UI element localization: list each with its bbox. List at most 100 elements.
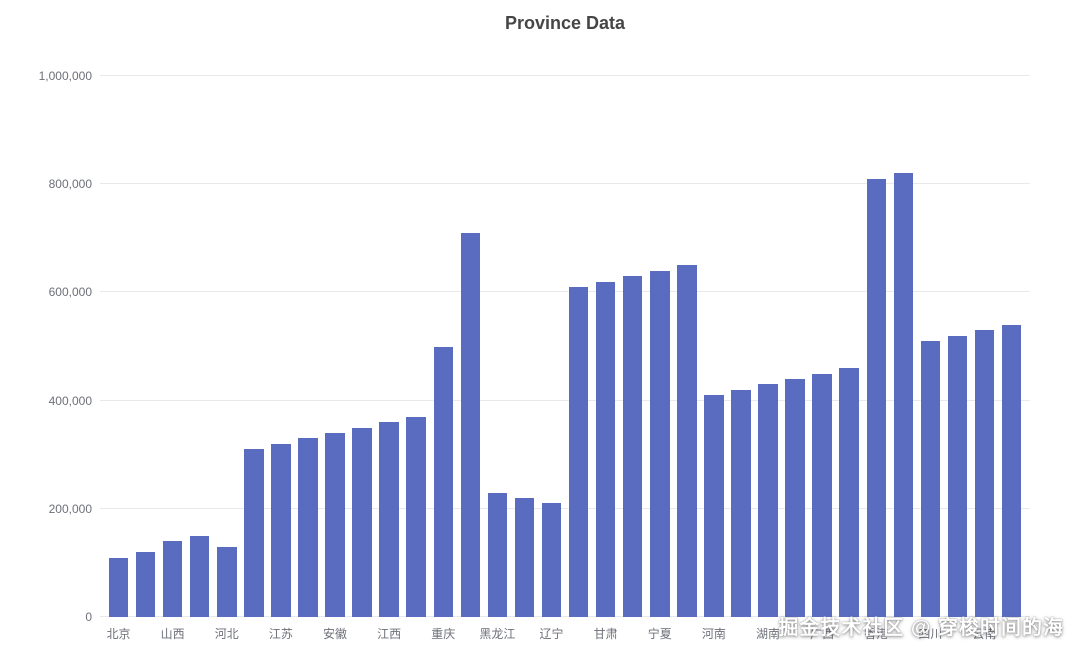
gridline bbox=[100, 183, 1030, 185]
bar[interactable] bbox=[541, 503, 562, 617]
bar[interactable] bbox=[433, 346, 454, 617]
bar[interactable] bbox=[974, 330, 995, 617]
bar-slot bbox=[673, 76, 700, 617]
bar-slot bbox=[836, 76, 863, 617]
bar[interactable] bbox=[352, 427, 372, 617]
bar-slot bbox=[727, 76, 754, 617]
y-tick-label: 1,000,000 bbox=[38, 69, 92, 83]
gridline bbox=[100, 507, 1030, 509]
bar[interactable] bbox=[135, 552, 156, 617]
bar[interactable] bbox=[893, 173, 914, 617]
bar[interactable] bbox=[731, 389, 751, 617]
x-tick-label: 北京 bbox=[106, 627, 131, 641]
bar[interactable] bbox=[839, 368, 859, 617]
bar[interactable] bbox=[622, 276, 643, 617]
bar-slot bbox=[565, 76, 592, 617]
bar[interactable] bbox=[568, 287, 589, 617]
bar-slot bbox=[349, 76, 376, 617]
bar[interactable] bbox=[244, 449, 264, 617]
bar-slot bbox=[511, 76, 538, 617]
bar-slot bbox=[890, 76, 917, 617]
bar[interactable] bbox=[162, 541, 183, 617]
bar-slot: 河南 bbox=[700, 76, 727, 641]
plot-area: 北京 山西 河北 江苏 安徽 江西 重庆 黑龙江 辽宁 甘肃 宁夏 河南 湖南 广西 香港 四川 云南 bbox=[100, 75, 1030, 641]
bar[interactable] bbox=[325, 433, 345, 617]
bar[interactable] bbox=[650, 270, 670, 617]
x-tick-label: 黑龙江 bbox=[479, 627, 516, 641]
x-tick-label: 香港 bbox=[864, 627, 889, 641]
x-tick-label: 辽宁 bbox=[539, 627, 564, 641]
bar-slot: 湖南 bbox=[755, 76, 782, 641]
bar-slot: 香港 bbox=[863, 76, 890, 641]
bar[interactable] bbox=[406, 416, 426, 617]
x-tick-label: 四川 bbox=[918, 627, 943, 641]
x-tick-label: 山西 bbox=[160, 627, 185, 641]
bar-slot bbox=[403, 76, 430, 617]
bar[interactable] bbox=[595, 281, 616, 617]
bar[interactable] bbox=[758, 384, 778, 617]
bar-slot: 宁夏 bbox=[646, 76, 673, 641]
x-tick-label: 宁夏 bbox=[647, 627, 672, 641]
x-tick-label: 重庆 bbox=[431, 627, 456, 641]
x-tick-label: 湖南 bbox=[756, 627, 781, 641]
bar-slot bbox=[186, 76, 213, 617]
bar[interactable] bbox=[866, 178, 887, 617]
bar[interactable] bbox=[108, 557, 129, 617]
bar-slot bbox=[457, 76, 484, 617]
x-tick-label: 河北 bbox=[214, 627, 239, 641]
gridline bbox=[100, 399, 1030, 401]
bar-slot: 黑龙江 bbox=[479, 76, 515, 641]
y-tick-label: 800,000 bbox=[48, 177, 92, 192]
x-tick-label: 江西 bbox=[377, 627, 402, 641]
x-tick-label: 广西 bbox=[810, 627, 835, 641]
bar-slot bbox=[782, 76, 809, 617]
bar[interactable] bbox=[1001, 324, 1022, 617]
bar-slot: 云南 bbox=[971, 76, 998, 641]
bar[interactable] bbox=[379, 422, 399, 617]
bar-slot: 广西 bbox=[809, 76, 836, 641]
bar[interactable] bbox=[487, 492, 508, 617]
bar-slot: 辽宁 bbox=[538, 76, 565, 641]
gridline bbox=[100, 291, 1030, 293]
bar[interactable] bbox=[947, 335, 968, 617]
bar-slot: 甘肃 bbox=[592, 76, 619, 641]
x-tick-label: 江苏 bbox=[268, 627, 293, 641]
x-tick-label: 甘肃 bbox=[593, 627, 618, 641]
bar[interactable] bbox=[677, 265, 697, 617]
bar[interactable] bbox=[460, 232, 481, 617]
bar-slot: 河北 bbox=[213, 76, 240, 641]
bar-slot bbox=[998, 76, 1025, 617]
bar[interactable] bbox=[785, 378, 805, 617]
bar-series: 北京 山西 河北 江苏 安徽 江西 重庆 黑龙江 辽宁 甘肃 宁夏 河南 湖南 广西 香港 四川 云南 bbox=[100, 76, 1030, 641]
chart-title: Province Data bbox=[504, 13, 626, 33]
bar-slot: 重庆 bbox=[430, 76, 457, 641]
bar[interactable] bbox=[271, 443, 291, 617]
x-tick-label: 安徽 bbox=[323, 627, 348, 641]
y-tick-label: 600,000 bbox=[48, 285, 92, 300]
bar-slot: 北京 bbox=[105, 76, 132, 641]
y-tick-label: 200,000 bbox=[48, 501, 92, 516]
gridline bbox=[100, 616, 1030, 617]
bar-slot: 山西 bbox=[159, 76, 186, 641]
x-tick-label: 云南 bbox=[972, 627, 997, 641]
bar[interactable] bbox=[217, 546, 237, 617]
bar-slot bbox=[944, 76, 971, 617]
bar[interactable] bbox=[704, 395, 724, 617]
bar[interactable] bbox=[298, 438, 318, 617]
bar-slot: 四川 bbox=[917, 76, 944, 641]
bar-slot: 安徽 bbox=[322, 76, 349, 641]
bar-slot bbox=[240, 76, 267, 617]
bar[interactable] bbox=[189, 535, 210, 617]
bar-slot bbox=[132, 76, 159, 617]
bar-slot bbox=[294, 76, 321, 617]
bar-slot bbox=[619, 76, 646, 617]
y-tick-label: 0 bbox=[85, 610, 92, 624]
bar[interactable] bbox=[514, 497, 535, 617]
bar[interactable] bbox=[920, 341, 941, 617]
bar-slot: 江苏 bbox=[267, 76, 294, 641]
bar-slot: 江西 bbox=[376, 76, 403, 641]
y-tick-label: 400,000 bbox=[48, 393, 92, 408]
x-tick-label: 河南 bbox=[701, 627, 726, 641]
bar[interactable] bbox=[812, 373, 832, 617]
